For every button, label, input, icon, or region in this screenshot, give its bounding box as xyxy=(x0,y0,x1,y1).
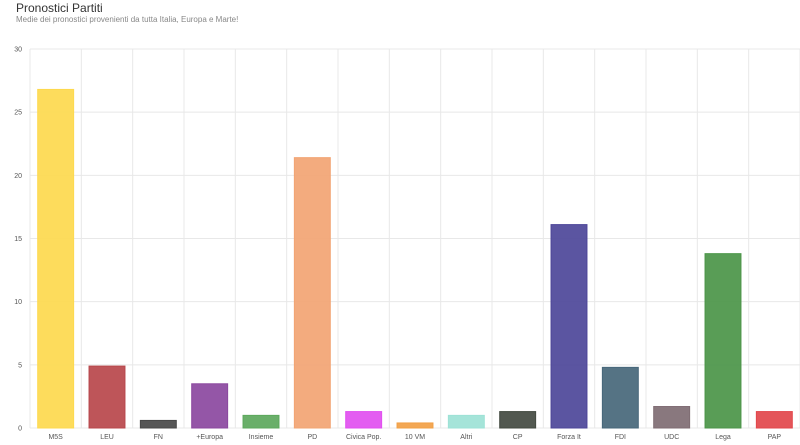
bar-cp[interactable] xyxy=(499,411,537,429)
x-tick-label: CP xyxy=(513,434,523,441)
bar-europa[interactable] xyxy=(191,383,229,429)
x-tick-label: PD xyxy=(307,434,317,441)
chart-title: Pronostici Partiti xyxy=(16,1,103,15)
bar-forza-it[interactable] xyxy=(550,224,588,429)
y-tick-label: 10 xyxy=(14,299,22,306)
x-tick-label: PAP xyxy=(768,434,782,441)
y-tick-label: 0 xyxy=(18,426,22,433)
bar-lega[interactable] xyxy=(704,253,742,429)
y-axis-ticks: 0 5 10 15 20 25 30 xyxy=(14,47,22,433)
x-tick-label: M5S xyxy=(48,434,63,441)
x-tick-label: 10 VM xyxy=(405,434,425,441)
bar-10-vm[interactable] xyxy=(396,422,434,429)
x-tick-label: FN xyxy=(154,434,163,441)
y-tick-label: 20 xyxy=(14,173,22,180)
bar-leu[interactable] xyxy=(88,365,126,429)
bar-altri[interactable] xyxy=(447,414,485,429)
bar-civica-pop[interactable] xyxy=(345,411,383,429)
x-tick-label: Insieme xyxy=(249,434,274,441)
bar-fn[interactable] xyxy=(139,419,177,429)
x-tick-label: Altri xyxy=(460,434,473,441)
y-tick-label: 15 xyxy=(14,236,22,243)
x-tick-label: Forza It xyxy=(557,434,581,441)
y-tick-label: 30 xyxy=(14,47,22,54)
bar-insieme[interactable] xyxy=(242,414,280,429)
x-tick-label: Civica Pop. xyxy=(346,434,381,441)
x-tick-label: UDC xyxy=(664,434,679,441)
x-tick-label: FDI xyxy=(615,434,626,441)
bar-m5s[interactable] xyxy=(37,88,75,429)
chart-subtitle: Medie dei pronostici provenienti da tutt… xyxy=(16,15,239,24)
bar-pap[interactable] xyxy=(755,411,793,429)
x-tick-label: LEU xyxy=(100,434,114,441)
bar-pd[interactable] xyxy=(293,157,331,429)
grid-lines xyxy=(29,48,800,429)
y-tick-label: 25 xyxy=(14,110,22,117)
bars xyxy=(37,88,793,429)
bar-udc[interactable] xyxy=(653,406,691,429)
x-axis-ticks: M5S LEU FN +Europa Insieme PD Civica Pop. 10 VM… xyxy=(48,434,781,441)
x-tick-label: Lega xyxy=(715,434,731,441)
y-tick-label: 5 xyxy=(18,362,22,369)
x-tick-label: +Europa xyxy=(196,434,223,441)
bar-fdi[interactable] xyxy=(601,366,639,429)
